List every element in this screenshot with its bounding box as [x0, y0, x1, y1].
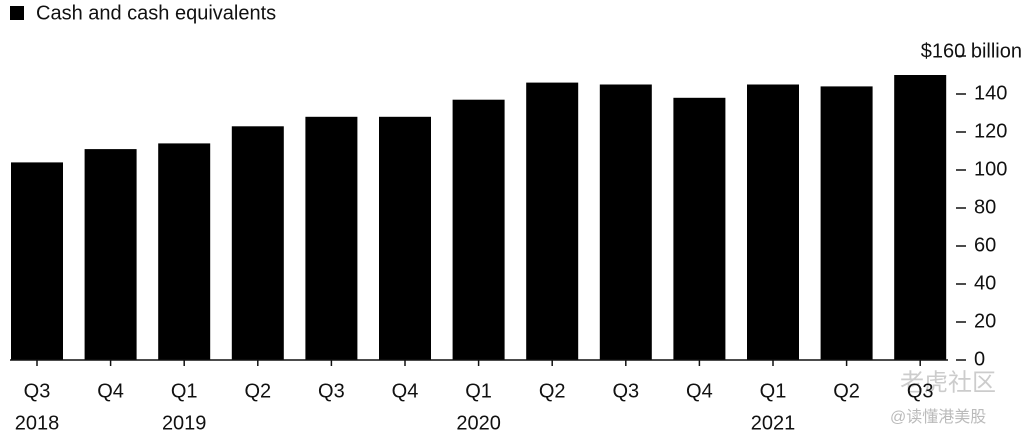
- x-tick-label: Q2: [833, 380, 860, 402]
- y-tick-label: 100: [974, 158, 1007, 180]
- y-tick-label: 120: [974, 120, 1007, 142]
- y-tick-label: 140: [974, 82, 1007, 104]
- bar: [673, 97, 726, 361]
- legend-swatch: [10, 6, 24, 20]
- y-tick-label: 60: [974, 234, 996, 256]
- bar: [599, 84, 652, 360]
- y-tick-label: 40: [974, 272, 996, 294]
- legend-label: Cash and cash equivalents: [36, 2, 276, 24]
- bar: [305, 116, 358, 360]
- x-tick-label: Q2: [539, 380, 566, 402]
- y-tick-label: 80: [974, 196, 996, 218]
- x-tick-label: Q3: [612, 380, 639, 402]
- x-year-label: 2021: [751, 412, 796, 434]
- x-tick-label: Q1: [760, 380, 787, 402]
- x-tick-label: Q3: [24, 380, 51, 402]
- x-tick-label: Q1: [171, 380, 198, 402]
- watermark: @读懂港美股: [890, 408, 986, 426]
- bar: [84, 149, 137, 360]
- y-tick-label: 0: [974, 348, 985, 370]
- x-year-label: 2020: [456, 412, 501, 434]
- y-tick-label: $160 billion: [921, 40, 1022, 62]
- bar: [452, 99, 505, 360]
- x-tick-label: Q4: [686, 380, 713, 402]
- bar: [820, 86, 873, 361]
- y-tick-label: 20: [974, 310, 996, 332]
- x-tick-label: Q4: [97, 380, 124, 402]
- bar: [158, 143, 211, 360]
- bar: [379, 116, 431, 360]
- x-tick-label: Q4: [392, 380, 419, 402]
- bar: [894, 75, 947, 360]
- x-tick-label: Q3: [318, 380, 345, 402]
- bar: [231, 126, 284, 360]
- watermark: 老虎社区: [900, 369, 996, 396]
- x-tick-label: Q2: [244, 380, 271, 402]
- bar: [526, 82, 579, 360]
- bar: [11, 162, 63, 360]
- x-year-label: 2018: [15, 412, 60, 434]
- x-year-label: 2019: [162, 412, 207, 434]
- x-tick-label: Q1: [465, 380, 492, 402]
- x-tick-label: Q3: [907, 380, 934, 402]
- bar: [747, 84, 799, 360]
